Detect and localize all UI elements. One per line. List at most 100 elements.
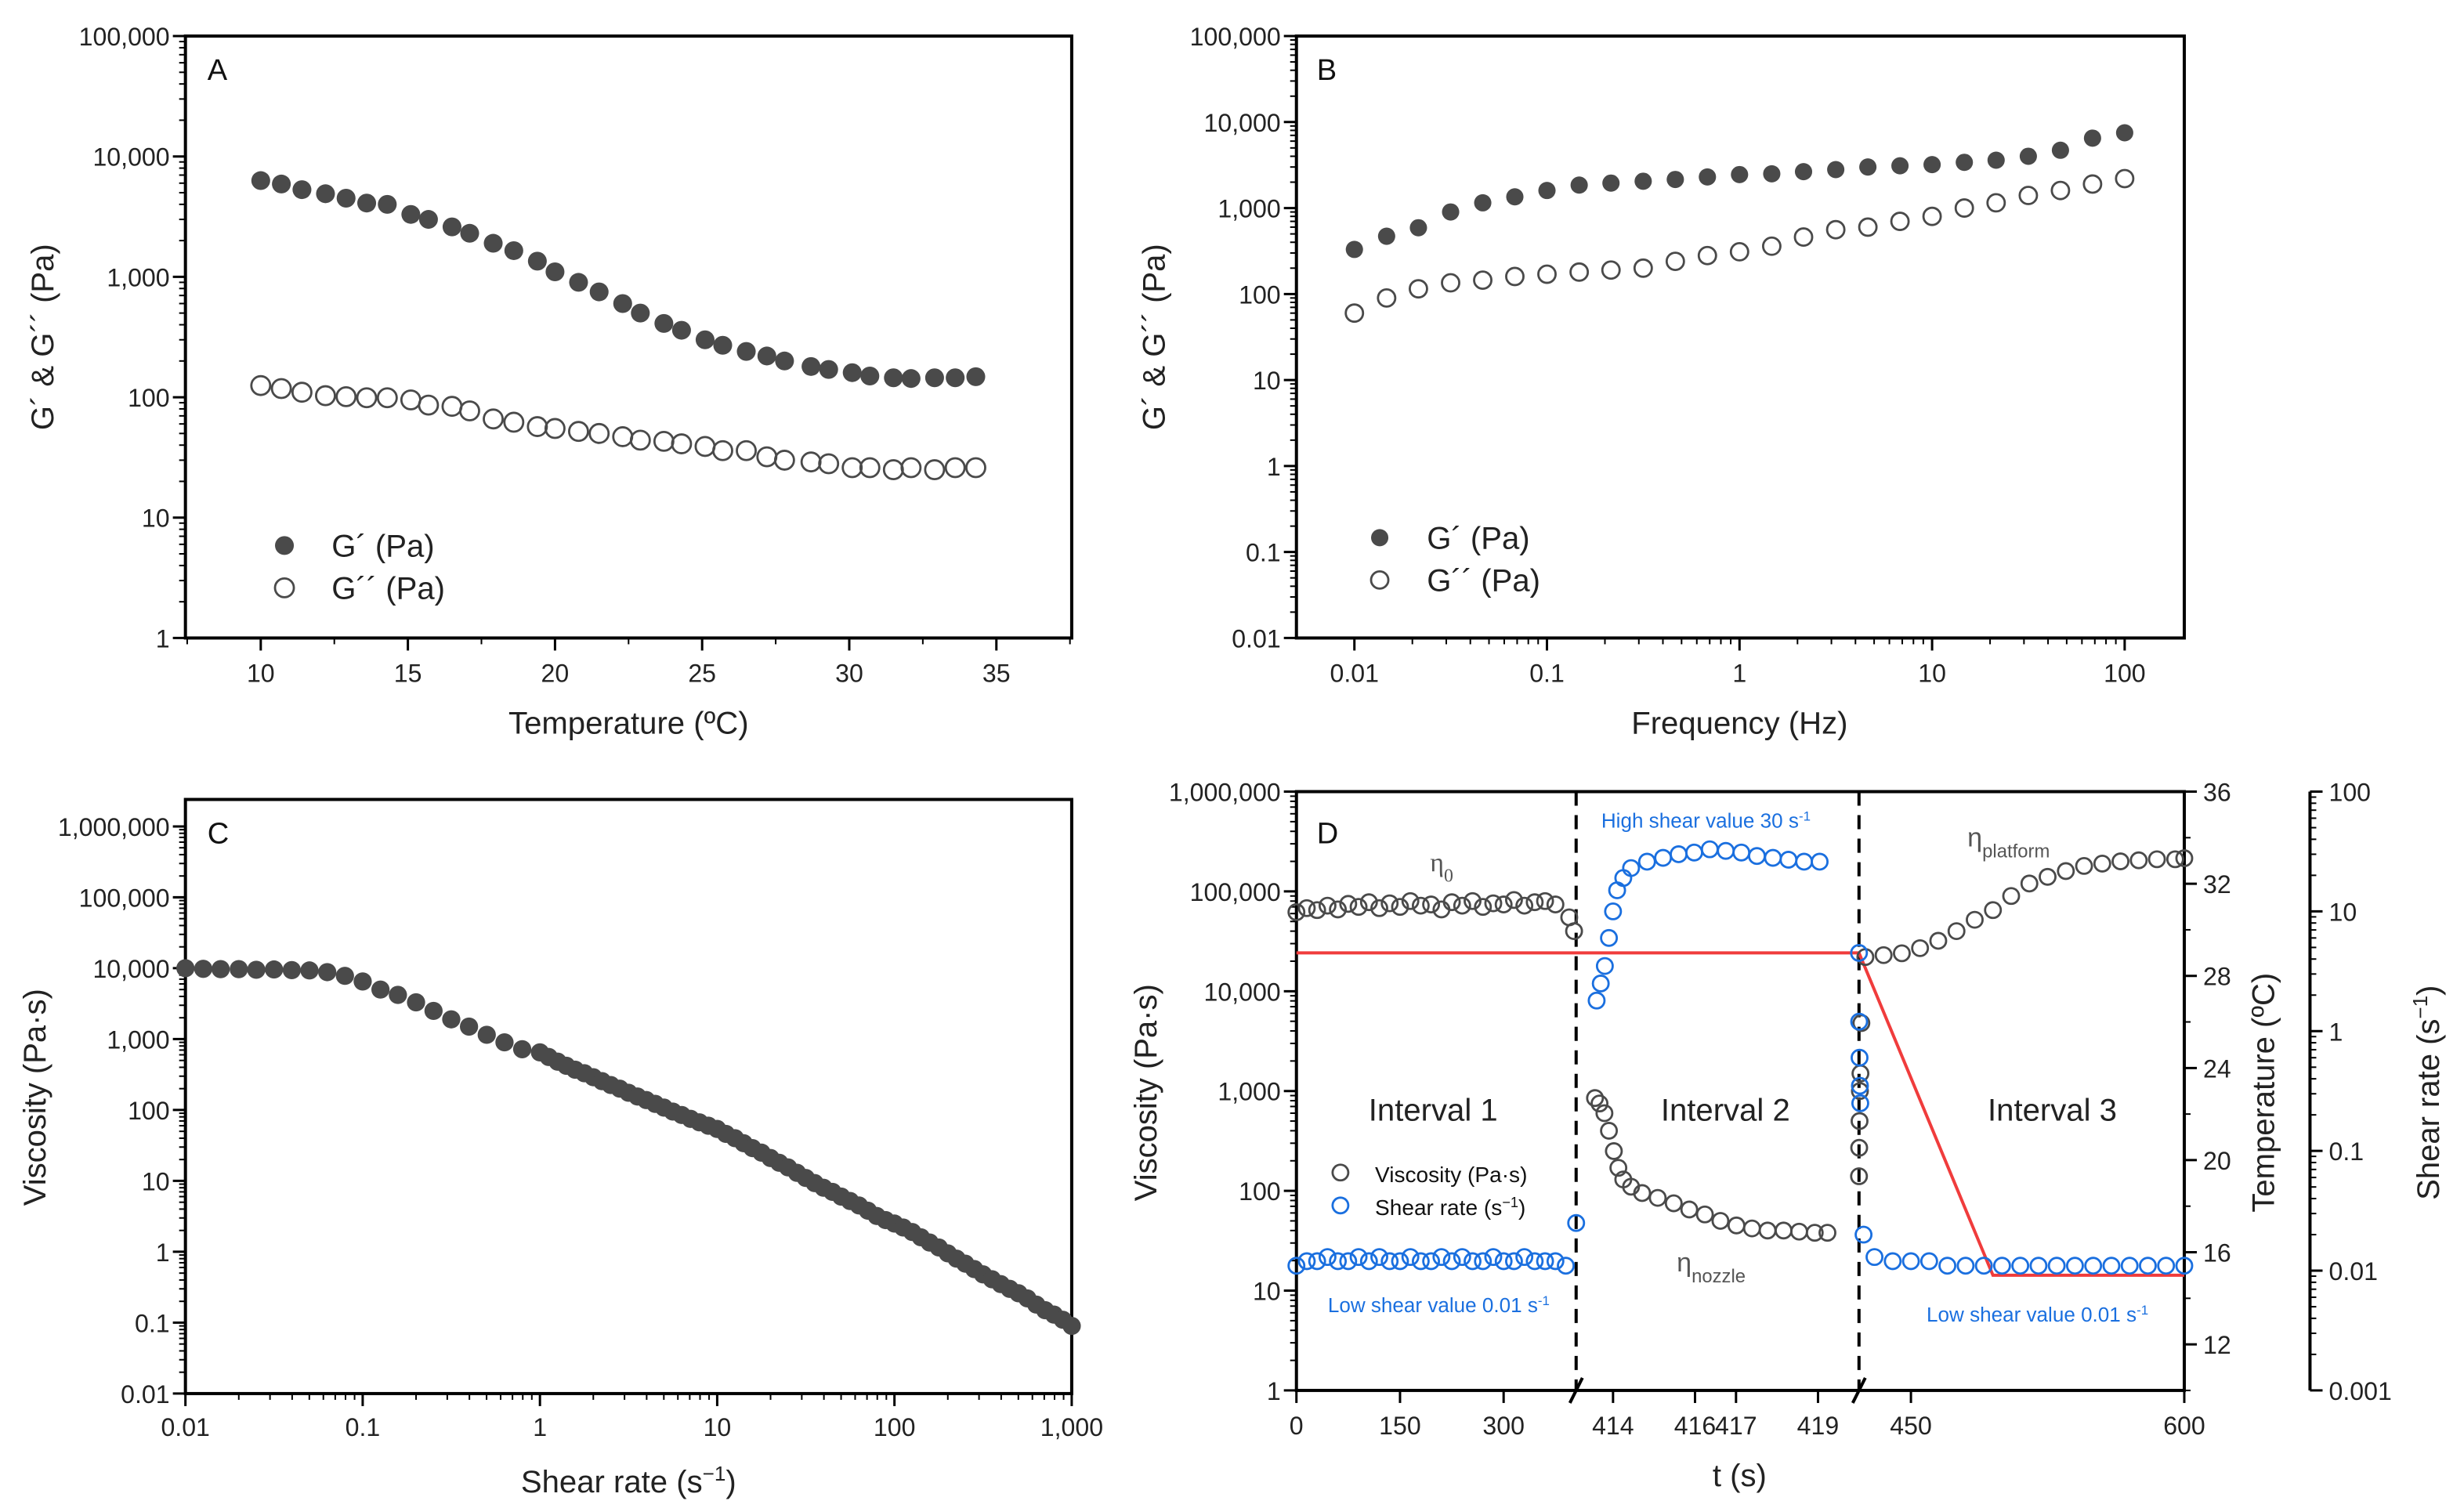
data-point (965, 457, 986, 479)
panel-d-shear-axis: 0.001 0.01 0.1 1 10 100 (2310, 779, 2392, 1405)
x-tick-label: 100 (2104, 659, 2146, 687)
data-point (1422, 1252, 1441, 1271)
panel-c-y-axis: 0.01 0.1 1 10 100 1,000 10,000 100,000 1,000,000 (58, 813, 186, 1409)
data-point (1308, 1252, 1326, 1271)
data-point (1956, 1257, 1975, 1275)
data-point (265, 960, 284, 979)
data-point (1408, 279, 1428, 299)
data-point (1329, 1252, 1348, 1271)
data-point (1859, 158, 1877, 176)
data-point (1377, 227, 1395, 245)
data-point (1590, 1094, 1609, 1113)
data-point (1600, 1122, 1619, 1140)
data-point (1732, 843, 1751, 862)
data-point (1377, 287, 1397, 308)
data-point (818, 453, 840, 475)
data-point (1634, 172, 1652, 190)
data-point (2102, 1257, 2121, 1275)
data-point (544, 418, 566, 439)
data-point (1700, 840, 1719, 859)
series-shear-rate (1287, 840, 2194, 1275)
data-point (2165, 850, 2184, 869)
data-point (713, 335, 733, 355)
y-tick-label: 16 (2203, 1239, 2231, 1268)
data-point (495, 1032, 514, 1052)
data-point (1919, 1252, 1938, 1271)
data-point (1851, 1112, 1869, 1130)
data-point (568, 421, 589, 443)
data-point (483, 408, 504, 430)
data-point (356, 387, 378, 409)
data-point (1409, 219, 1427, 237)
high-shear-annotation-part: -1 (1799, 808, 1811, 823)
data-point (2115, 168, 2135, 189)
data-point (1858, 217, 1878, 237)
data-point (1850, 1012, 1869, 1031)
data-point (2157, 1257, 2176, 1275)
x-tick-label: 0.1 (1529, 659, 1565, 687)
panel-c-y-title: Viscosity (Pa·s) (18, 989, 52, 1206)
series-g-double-prime (1344, 168, 2135, 324)
data-point (1717, 841, 1735, 860)
data-point (1890, 212, 1910, 231)
y-tick-label: 100 (128, 1097, 170, 1125)
data-point (1391, 1252, 1409, 1271)
y-tick-label: 24 (2203, 1054, 2231, 1083)
data-point (1793, 227, 1814, 247)
data-point (1893, 944, 1911, 963)
low-shear-annotation-2-part: Low shear value 0.01 s (1927, 1303, 2137, 1326)
data-point (1670, 845, 1688, 863)
temperature-line (1296, 951, 2184, 1277)
y-tick-label: 0.01 (1232, 624, 1280, 653)
y-tick-label: 10,000 (1204, 978, 1281, 1006)
data-point (924, 368, 944, 388)
data-point (441, 396, 463, 418)
panel-b-y-title: G´ & G´´ (Pa) (1137, 244, 1171, 430)
data-point (424, 1001, 443, 1021)
data-point (1442, 893, 1461, 912)
data-point (801, 356, 821, 376)
y-tick-label: 1 (2329, 1018, 2343, 1046)
data-point (1794, 163, 1813, 181)
data-point (1827, 161, 1845, 179)
data-point (2051, 141, 2069, 159)
data-point (2050, 180, 2071, 201)
low-shear-annotation-1-part: Low shear value 0.01 s (1328, 1293, 1538, 1317)
data-point (270, 378, 292, 400)
panel-d-shear-title-part: −1 (2408, 996, 2432, 1019)
legend-label-part: −1 (1502, 1193, 1518, 1210)
data-point (2175, 849, 2194, 867)
data-point (966, 367, 986, 386)
y-tick-label: 100,000 (1190, 23, 1281, 51)
data-point (315, 385, 336, 407)
high-shear-annotation: High shear value 30 s-1 (1601, 808, 1811, 832)
data-point (1525, 1252, 1544, 1271)
data-point (1654, 848, 1673, 867)
data-point (526, 416, 548, 437)
y-tick-label: 0.001 (2329, 1377, 2392, 1405)
data-point (1441, 273, 1460, 293)
data-point (1758, 1221, 1777, 1240)
data-point (316, 184, 335, 204)
y-tick-label: 100,000 (79, 884, 170, 912)
y-tick-label: 10,000 (92, 143, 169, 172)
data-point (1586, 1089, 1605, 1108)
data-point (211, 960, 230, 978)
legend-label: Viscosity (Pa·s) (1375, 1163, 1527, 1187)
data-point (1986, 193, 2006, 213)
low-shear-annotation-2-part: -1 (2137, 1302, 2148, 1317)
data-point (1818, 1224, 1836, 1242)
data-point (1748, 847, 1766, 866)
data-point (2083, 129, 2101, 147)
data-point (1874, 946, 1893, 964)
panel-c-frame (183, 797, 1073, 1395)
data-point (882, 459, 904, 480)
low-shear-annotation-2: Low shear value 0.01 s-1 (1927, 1302, 2148, 1325)
data-point (1506, 188, 1524, 206)
data-point (1891, 157, 1909, 175)
data-point (1637, 852, 1656, 871)
data-point (1287, 1257, 1306, 1275)
legend-label-part: Viscosity (Pa·s) (1375, 1163, 1527, 1187)
data-point (1764, 848, 1782, 867)
y-tick-label: 36 (2203, 779, 2231, 807)
